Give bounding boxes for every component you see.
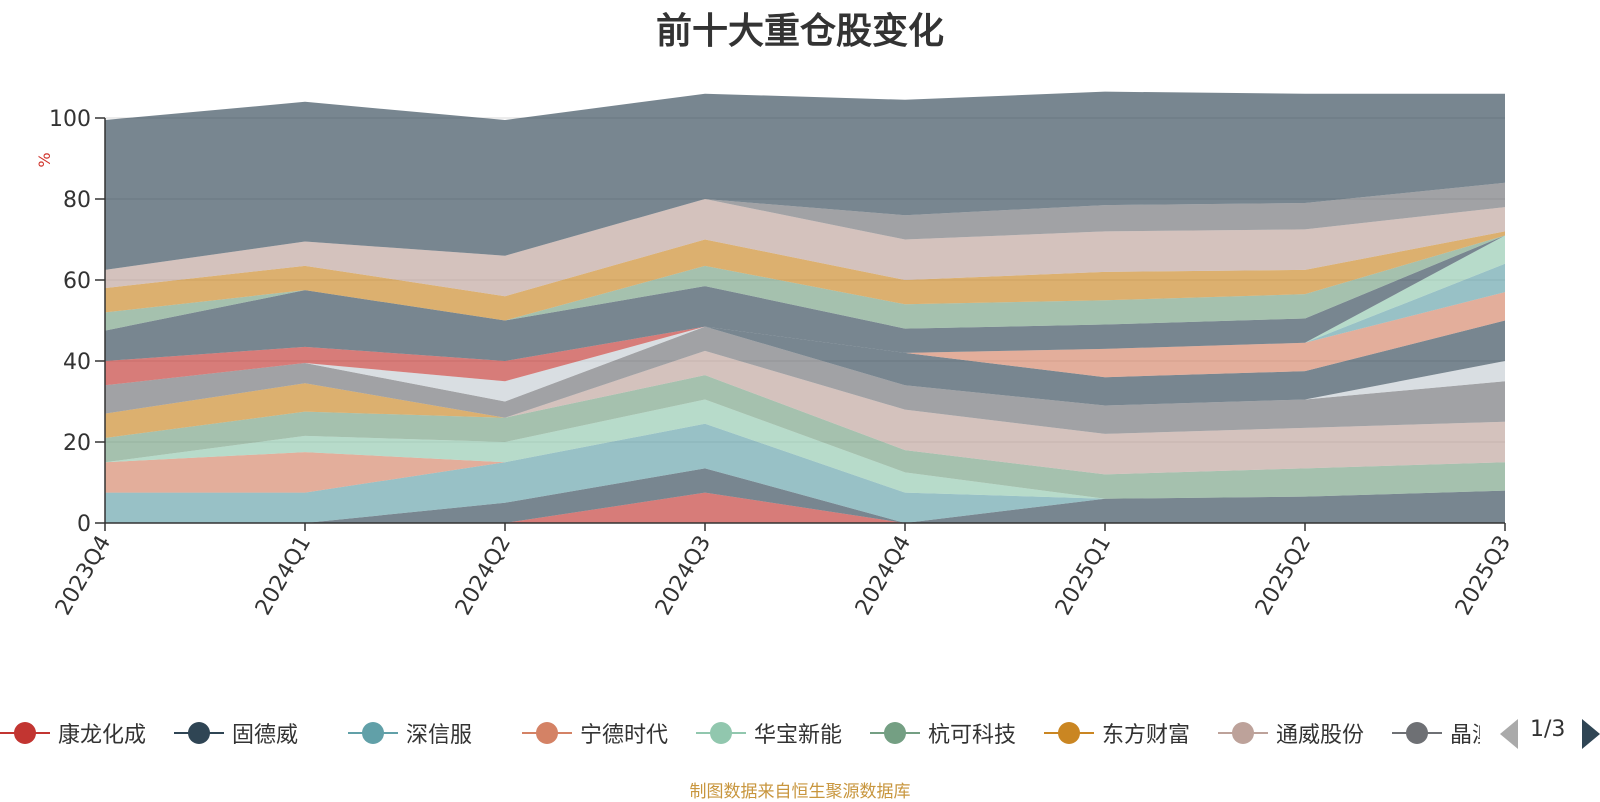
legend-marker-icon	[1392, 722, 1442, 744]
legend-marker-icon	[1218, 722, 1268, 744]
legend-marker-icon	[870, 722, 920, 744]
area-series-18[interactable]	[105, 199, 1505, 297]
legend-label: 东方财富	[1102, 723, 1191, 748]
area-series-20[interactable]	[105, 91, 1505, 270]
legend-label: 通威股份	[1276, 723, 1365, 748]
x-tick-label: 2024Q1	[251, 532, 316, 620]
area-series-8[interactable]	[105, 326, 1505, 434]
y-tick-label: 80	[63, 188, 91, 213]
area-series-11[interactable]	[105, 292, 1505, 386]
y-tick-label: 40	[63, 350, 91, 375]
area-series-15[interactable]	[105, 235, 1505, 361]
legend-prev-page-button[interactable]	[1500, 719, 1518, 749]
x-tick-label: 2024Q3	[651, 532, 716, 620]
legend-next-page-button[interactable]	[1582, 719, 1600, 749]
legend-item[interactable]: 华宝新能	[696, 713, 842, 753]
area-series-7[interactable]	[105, 350, 1505, 475]
y-axis-label: %	[35, 152, 54, 167]
x-tick-label: 2024Q2	[451, 532, 516, 620]
legend-items: 康龙化成 固德威 深信服 宁德时代 华宝新能 杭可科技 东方财富 通威股份 晶澳科技	[0, 713, 1480, 753]
legend-marker-icon	[522, 722, 572, 744]
x-tick-label: 2023Q4	[51, 532, 116, 620]
legend-item[interactable]: 固德威	[174, 713, 298, 753]
chart-title: 前十大重仓股变化	[655, 11, 944, 52]
area-series-5[interactable]	[105, 375, 1505, 499]
x-tick-label: 2025Q3	[1451, 532, 1516, 620]
y-tick-label: 0	[77, 512, 91, 537]
legend-marker-icon	[696, 722, 746, 744]
legend-marker-icon	[348, 722, 398, 744]
area-series-17[interactable]	[105, 231, 1505, 321]
legend-label: 华宝新能	[754, 723, 843, 748]
x-tick-label: 2024Q4	[851, 532, 916, 620]
legend-label: 晶澳科技	[1450, 723, 1480, 748]
legend-item[interactable]: 康龙化成	[0, 713, 146, 753]
legend-page-indicator: 1/3	[1530, 717, 1566, 742]
legend-item[interactable]: 深信服	[348, 713, 472, 753]
legend-label: 固德威	[232, 723, 299, 748]
area-series-19[interactable]	[105, 182, 1505, 270]
legend-item[interactable]: 晶澳科技	[1392, 713, 1480, 753]
source-note: 制图数据来自恒生聚源数据库	[689, 782, 911, 802]
legend: 康龙化成 固德威 深信服 宁德时代 华宝新能 杭可科技 东方财富 通威股份 晶澳科技 1/3	[0, 713, 1600, 753]
legend-label: 宁德时代	[580, 723, 669, 748]
area-series-10[interactable]	[105, 320, 1505, 406]
legend-marker-icon	[1044, 722, 1094, 744]
area-series-4[interactable]	[105, 399, 1505, 499]
area-series-9[interactable]	[105, 326, 1505, 406]
legend-label: 深信服	[406, 723, 473, 748]
area-series-2[interactable]	[105, 423, 1505, 523]
x-tick-label: 2025Q1	[1051, 532, 1116, 620]
legend-item[interactable]: 宁德时代	[522, 713, 668, 753]
legend-label: 康龙化成	[58, 723, 147, 748]
y-tick-label: 20	[63, 431, 91, 456]
area-series-3[interactable]	[105, 423, 1505, 499]
legend-item[interactable]: 东方财富	[1044, 713, 1190, 753]
area-series-group	[105, 91, 1505, 523]
legend-marker-icon	[174, 722, 224, 744]
legend-item[interactable]: 通威股份	[1218, 713, 1364, 753]
legend-label: 杭可科技	[928, 723, 1017, 748]
x-tick-label: 2025Q2	[1251, 532, 1316, 620]
y-tick-label: 100	[49, 107, 91, 132]
area-series-16[interactable]	[105, 235, 1505, 331]
legend-item[interactable]: 杭可科技	[870, 713, 1016, 753]
y-tick-label: 60	[63, 269, 91, 294]
legend-marker-icon	[0, 722, 50, 744]
